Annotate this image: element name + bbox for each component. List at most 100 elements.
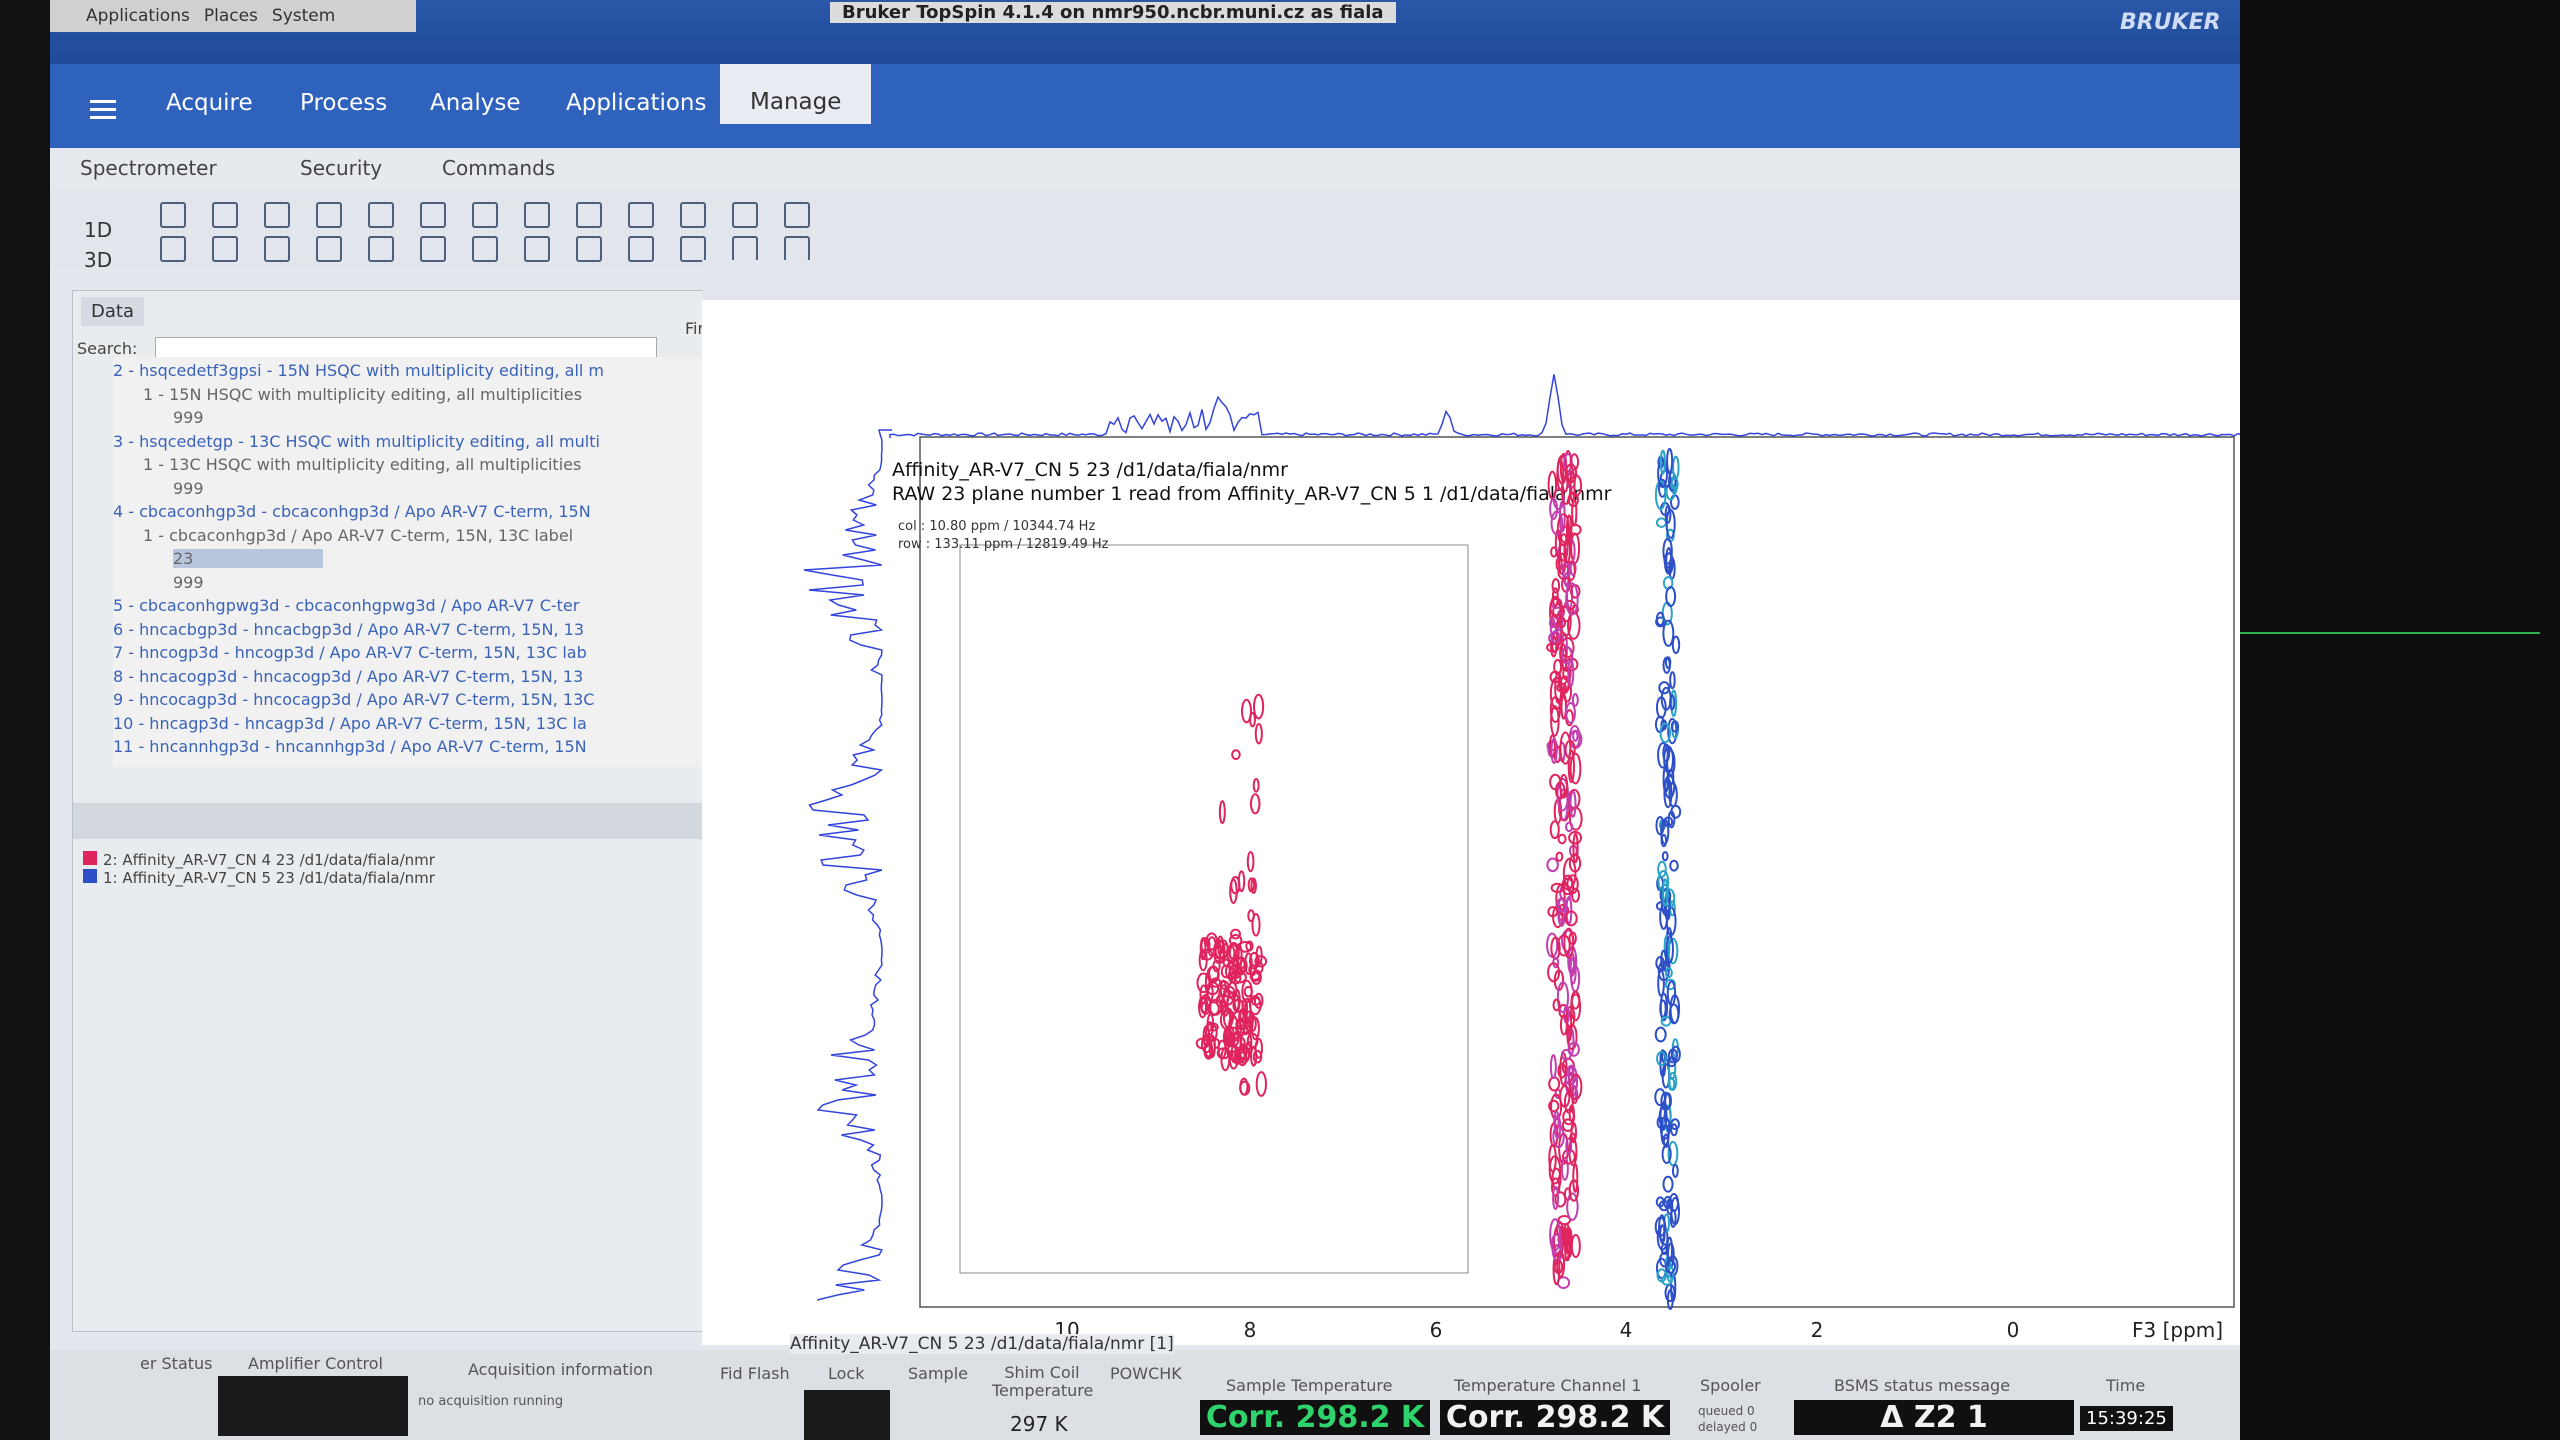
- tool-icon[interactable]: [680, 236, 706, 262]
- tool-icon[interactable]: [524, 202, 550, 228]
- dataset-name: 1: Affinity_AR-V7_CN 5 23 /d1/data/fiala…: [103, 869, 435, 887]
- tool-icon[interactable]: [264, 202, 290, 228]
- status-label: Spooler: [1700, 1376, 1761, 1395]
- contour: [1550, 510, 1564, 536]
- tool-icon[interactable]: [576, 202, 602, 228]
- contour: [1572, 730, 1579, 742]
- tree-item[interactable]: 7 - hncogp3d - hncogp3d / Apo AR-V7 C-te…: [113, 643, 587, 662]
- tool-icon[interactable]: [680, 202, 706, 228]
- tool-icon[interactable]: [732, 236, 758, 262]
- search-input[interactable]: [155, 337, 657, 359]
- tool-icon[interactable]: [212, 202, 238, 228]
- tree-item[interactable]: 1 - 15N HSQC with multiplicity editing, …: [143, 384, 583, 404]
- spectrum-title: Affinity_AR-V7_CN 5 23 /d1/data/fiala/nm…: [892, 459, 1288, 481]
- contour: [1548, 1099, 1560, 1113]
- tree-item[interactable]: 5 - cbcaconhgpwg3d - cbcaconhgpwg3d / Ap…: [113, 596, 580, 615]
- tree-item[interactable]: 10 - hncagp3d - hncagp3d / Apo AR-V7 C-t…: [113, 713, 587, 733]
- contour: [1658, 1214, 1666, 1242]
- status-label: Lock: [828, 1364, 865, 1383]
- dropdown[interactable]: Security: [300, 156, 383, 180]
- contour: [1654, 480, 1667, 511]
- cursor-row: row : 133.11 ppm / 12819.49 Hz: [898, 537, 1109, 552]
- tool-icon[interactable]: [524, 236, 550, 262]
- tree-item[interactable]: 999: [173, 408, 204, 427]
- menu-tab[interactable]: Analyse: [430, 90, 521, 116]
- tool-icon[interactable]: [420, 202, 446, 228]
- contour: [1249, 793, 1261, 815]
- tree-item[interactable]: 6 - hncacbgp3d - hncacbgp3d / Apo AR-V7 …: [113, 619, 585, 639]
- tool-icon[interactable]: [472, 236, 498, 262]
- dataset-entry[interactable]: 1: Affinity_AR-V7_CN 5 23 /d1/data/fiala…: [83, 869, 723, 887]
- tool-icon[interactable]: [368, 202, 394, 228]
- menu-tab[interactable]: Process: [300, 90, 388, 116]
- contour: [1207, 1001, 1220, 1016]
- tree-item[interactable]: 8 - hncacogp3d - hncacogp3d / Apo AR-V7 …: [113, 666, 584, 686]
- contour: [1546, 857, 1559, 873]
- amplifier-panel: [218, 1376, 408, 1436]
- contour: [1663, 778, 1673, 809]
- menu-tab[interactable]: Applications: [566, 90, 707, 116]
- tree-item[interactable]: 999: [173, 478, 204, 498]
- contour: [1662, 537, 1673, 565]
- tree-item[interactable]: 2 - hsqcedetf3gpsi - 15N HSQC with multi…: [113, 361, 605, 380]
- hamburger[interactable]: [90, 100, 116, 103]
- tool-icon[interactable]: [160, 202, 186, 228]
- tree-item[interactable]: 1 - 13C HSQC with multiplicity editing, …: [143, 455, 582, 474]
- contour: [1570, 1233, 1581, 1259]
- tool-icon[interactable]: [264, 236, 290, 262]
- tree-item[interactable]: 23: [173, 549, 323, 568]
- panel-menu[interactable]: Applications: [86, 6, 190, 26]
- contour: [1670, 1118, 1680, 1131]
- tool-icon[interactable]: [420, 236, 446, 262]
- tree-item[interactable]: 9 - hncocagp3d - hncocagp3d / Apo AR-V7 …: [113, 690, 595, 709]
- contour: [1235, 1018, 1246, 1038]
- tool-icon[interactable]: [732, 202, 758, 228]
- tool-icon[interactable]: [784, 236, 810, 262]
- contour: [1204, 1022, 1218, 1043]
- tool-icon[interactable]: [628, 202, 654, 228]
- contour: [1559, 1014, 1568, 1036]
- x-axis-label: F3 [ppm]: [2132, 1318, 2223, 1342]
- contour: [1200, 936, 1211, 954]
- contour: [1670, 1123, 1678, 1137]
- tree-item[interactable]: 1 - cbcaconhgp3d / Apo AR-V7 C-term, 15N…: [143, 525, 574, 545]
- tool-icon[interactable]: [368, 236, 394, 262]
- tree-item[interactable]: 11 - hncannhgp3d - hncannhgp3d / Apo AR-…: [113, 737, 587, 756]
- tool-icon[interactable]: [316, 236, 342, 262]
- dim-button[interactable]: 1D: [84, 218, 113, 242]
- contour: [1657, 960, 1670, 982]
- contour-layer: [1195, 447, 1682, 1311]
- menu-tab[interactable]: Manage: [720, 64, 872, 124]
- dropdown[interactable]: Commands: [442, 156, 556, 180]
- tool-icon[interactable]: [160, 236, 186, 262]
- tool-icon[interactable]: [628, 236, 654, 262]
- sample-temperature: Corr. 298.2 K: [1200, 1400, 1430, 1435]
- tool-icon[interactable]: [212, 236, 238, 262]
- tool-icon[interactable]: [472, 202, 498, 228]
- tree-item[interactable]: 3 - hsqcedetgp - 13C HSQC with multiplic…: [113, 431, 600, 451]
- dropdown[interactable]: Spectrometer: [80, 156, 217, 180]
- dataset-entry[interactable]: 2: Affinity_AR-V7_CN 4 23 /d1/data/fiala…: [83, 851, 723, 869]
- panel-menu[interactable]: System: [271, 6, 336, 26]
- dim-button[interactable]: 3D: [84, 248, 113, 272]
- tree-item[interactable]: 4 - cbcaconhgp3d - cbcaconhgp3d / Apo AR…: [113, 502, 591, 521]
- contour: [1572, 832, 1579, 864]
- menu-tab[interactable]: Acquire: [166, 90, 253, 116]
- tool-icon[interactable]: [316, 202, 342, 228]
- contour: [1565, 582, 1579, 616]
- browser-tab[interactable]: Data: [81, 297, 144, 326]
- contour: [1565, 1137, 1573, 1155]
- contour: [1548, 1076, 1561, 1092]
- panel-menu[interactable]: Places: [203, 6, 258, 26]
- status-label: Amplifier Control: [248, 1354, 383, 1373]
- dataset-toolbar: [73, 803, 733, 839]
- tool-icon[interactable]: [576, 236, 602, 262]
- contour: [1549, 621, 1557, 636]
- tool-icon[interactable]: [784, 202, 810, 228]
- contour: [1654, 1088, 1666, 1107]
- contour: [1549, 1218, 1561, 1252]
- tree-item[interactable]: 999: [173, 572, 204, 592]
- contour: [1553, 1110, 1560, 1132]
- contour: [1206, 981, 1220, 996]
- contour: [1254, 722, 1263, 745]
